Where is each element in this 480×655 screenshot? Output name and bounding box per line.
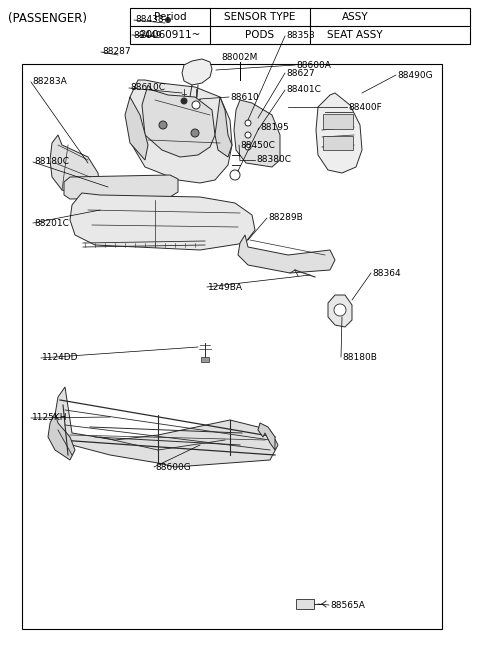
Polygon shape	[316, 93, 362, 173]
Text: 88449: 88449	[133, 31, 161, 39]
Text: 88201C: 88201C	[34, 219, 69, 227]
Text: 88600G: 88600G	[155, 462, 191, 472]
Bar	[323, 114, 353, 129]
Bar	[201, 357, 209, 362]
Polygon shape	[258, 423, 275, 450]
Text: Period: Period	[154, 12, 186, 22]
Text: 20060911~: 20060911~	[139, 30, 201, 40]
Circle shape	[191, 129, 199, 137]
Polygon shape	[50, 135, 100, 197]
Text: 88610: 88610	[230, 92, 259, 102]
Text: 88401C: 88401C	[286, 86, 321, 94]
Text: SENSOR TYPE: SENSOR TYPE	[224, 12, 296, 22]
Polygon shape	[125, 97, 148, 160]
Polygon shape	[328, 295, 352, 327]
Polygon shape	[128, 80, 232, 183]
Text: ASSY: ASSY	[342, 12, 368, 22]
Polygon shape	[182, 59, 212, 85]
Text: 88490G: 88490G	[397, 71, 432, 79]
Polygon shape	[142, 85, 215, 157]
Text: 88002M: 88002M	[222, 53, 258, 62]
Polygon shape	[215, 97, 232, 157]
Text: (PASSENGER): (PASSENGER)	[8, 12, 87, 25]
Circle shape	[163, 15, 173, 25]
Text: 1125KH: 1125KH	[32, 413, 68, 422]
Polygon shape	[70, 193, 255, 250]
Bar	[130, 8, 470, 44]
Text: 88289B: 88289B	[268, 214, 303, 223]
Circle shape	[166, 18, 170, 22]
Text: SEAT ASSY: SEAT ASSY	[327, 30, 383, 40]
Circle shape	[245, 132, 251, 138]
Text: 88610C: 88610C	[130, 83, 165, 92]
Text: 88180C: 88180C	[34, 157, 69, 166]
Polygon shape	[48, 413, 75, 460]
Text: 88283A: 88283A	[32, 77, 67, 86]
Text: 88565A: 88565A	[330, 601, 365, 610]
Text: 1124DD: 1124DD	[42, 354, 79, 362]
Text: 88195: 88195	[260, 124, 289, 132]
Polygon shape	[55, 387, 278, 467]
Text: 88400F: 88400F	[348, 102, 382, 111]
Circle shape	[181, 98, 187, 104]
Polygon shape	[238, 235, 335, 273]
Circle shape	[230, 170, 240, 180]
Text: 88450C: 88450C	[240, 141, 275, 149]
Bar	[22, 64, 442, 629]
Bar	[323, 136, 353, 150]
Circle shape	[192, 101, 200, 109]
Polygon shape	[64, 175, 178, 199]
Circle shape	[159, 121, 167, 129]
Text: PODS: PODS	[245, 30, 275, 40]
Text: 88180B: 88180B	[342, 352, 377, 362]
Text: 88364: 88364	[372, 269, 401, 278]
Circle shape	[245, 120, 251, 126]
Text: 88287: 88287	[102, 48, 131, 56]
Text: 88380C: 88380C	[256, 155, 291, 164]
Text: 1249BA: 1249BA	[208, 282, 243, 291]
Text: 88627: 88627	[286, 69, 314, 77]
Text: 88600A: 88600A	[296, 60, 331, 69]
Bar	[296, 599, 314, 609]
Polygon shape	[234, 100, 280, 167]
Circle shape	[334, 304, 346, 316]
Text: 88438: 88438	[135, 16, 164, 24]
Circle shape	[245, 144, 251, 150]
Circle shape	[153, 32, 163, 42]
Text: 88353: 88353	[286, 31, 315, 41]
